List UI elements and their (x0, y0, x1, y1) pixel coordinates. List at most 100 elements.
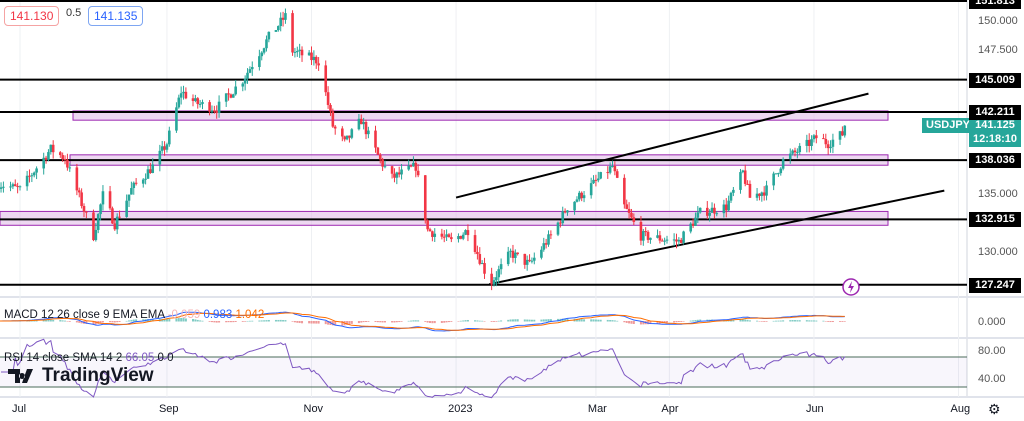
candle-body (241, 83, 245, 87)
macd-histogram-bar (267, 319, 270, 322)
macd-histogram-bar (398, 321, 401, 323)
macd-histogram-bar (194, 319, 197, 322)
candle-body (765, 185, 768, 196)
candle-body (649, 237, 652, 240)
tradingview-logo[interactable]: TradingView (8, 365, 154, 387)
candle-body (822, 138, 825, 140)
candle-body (739, 172, 742, 190)
macd-histogram-bar (246, 320, 249, 322)
macd-histogram-bar (279, 319, 282, 322)
candle-body (514, 252, 517, 258)
candle-body (378, 154, 382, 160)
settings-gear-icon[interactable]: ⚙ (988, 401, 1001, 417)
candle-body (639, 221, 643, 241)
candle-body (213, 110, 216, 112)
macd-histogram-bar (575, 318, 578, 322)
candle-body (582, 195, 586, 199)
macd-histogram-bar (594, 319, 597, 322)
macd-histogram-bar (196, 319, 199, 322)
macd-histogram-bar (301, 321, 304, 324)
candle-body (530, 260, 534, 262)
macd-histogram-bar (263, 320, 266, 322)
macd-histogram-bar (509, 319, 512, 322)
candle-body (179, 93, 183, 98)
time-axis-label: Jun (805, 403, 824, 415)
candle-body (9, 186, 12, 188)
candle-body (843, 125, 847, 136)
candle-body (499, 264, 503, 270)
macd-histogram-bar (625, 321, 628, 323)
candle-body (831, 139, 835, 147)
macd-histogram-bar (630, 321, 633, 324)
candle-body (49, 144, 53, 153)
candle-body (227, 93, 230, 95)
rsi-legend[interactable]: RSI 14 close SMA 14 2 66.05 0 0 (4, 352, 173, 364)
candle-body (61, 155, 64, 159)
candle-body (615, 171, 619, 178)
level-price-label: 138.036 (969, 153, 1021, 169)
candle-body (92, 212, 95, 241)
macd-histogram-bar (748, 320, 751, 322)
candle-body (267, 31, 271, 40)
candle-body (310, 52, 313, 61)
macd-histogram-bar (533, 319, 536, 322)
macd-histogram-bar (49, 319, 52, 322)
macd-histogram-bar (580, 319, 583, 322)
candle-body (677, 239, 681, 242)
macd-histogram-bar (805, 320, 808, 322)
candle-body (77, 190, 81, 193)
sell-price-button[interactable]: 141.130 (4, 6, 60, 26)
macd-histogram-bar (609, 319, 612, 322)
trend-line (489, 189, 945, 286)
macd-histogram-bar (92, 321, 95, 325)
macd-histogram-bar (177, 318, 180, 322)
macd-histogram-bar (282, 320, 285, 322)
macd-histogram-bar (414, 320, 417, 322)
candle-body (698, 207, 702, 213)
indicator-axis-label: 80.00 (978, 345, 1006, 357)
macd-histogram-bar (130, 319, 133, 322)
candle-body (96, 214, 100, 230)
candle-body (473, 235, 477, 252)
macd-histogram-bar (599, 319, 602, 322)
macd-histogram-bar (756, 320, 759, 322)
macd-histogram-bar (94, 321, 97, 325)
candle-body (307, 52, 311, 56)
macd-histogram-bar (357, 321, 360, 324)
candle-body (727, 200, 730, 211)
candle-body (44, 157, 48, 160)
macd-histogram-bar (391, 321, 394, 323)
time-axis-label: Nov (303, 403, 324, 415)
macd-histogram-bar (248, 320, 251, 322)
candle-body (480, 263, 484, 265)
macd-value: 0.983 (203, 309, 233, 321)
macd-histogram-bar (639, 321, 642, 325)
candle-body (461, 234, 465, 239)
macd-signal-line (0, 312, 845, 331)
macd-legend[interactable]: MACD 12 26 close 9 EMA EMA -0.059 0.983 … (4, 309, 264, 321)
macd-histogram-bar (251, 320, 254, 322)
macd-histogram-bar (135, 319, 138, 322)
current-price-label: 141.125 12:18:10 (969, 117, 1021, 147)
macd-histogram-bar (165, 318, 168, 322)
candle-body (165, 144, 169, 150)
candle-body (16, 186, 19, 188)
time-axis-label: Sep (158, 403, 179, 415)
candle-body (182, 91, 185, 94)
candle-body (573, 201, 576, 211)
buy-price-button[interactable]: 141.135 (88, 6, 144, 26)
macd-histogram-bar (564, 318, 567, 322)
candle-body (341, 128, 344, 137)
candle-body (400, 169, 403, 175)
candle-body (281, 17, 285, 20)
candle-body (177, 97, 181, 108)
candle-body (85, 211, 88, 213)
candle-body (660, 240, 664, 242)
candle-body (509, 250, 512, 252)
symbol-label: USDJPY (922, 118, 975, 133)
candle-body (184, 91, 188, 99)
time-axis-label: 2023 (448, 403, 473, 415)
candle-body (248, 69, 252, 73)
candle-body (416, 170, 420, 176)
